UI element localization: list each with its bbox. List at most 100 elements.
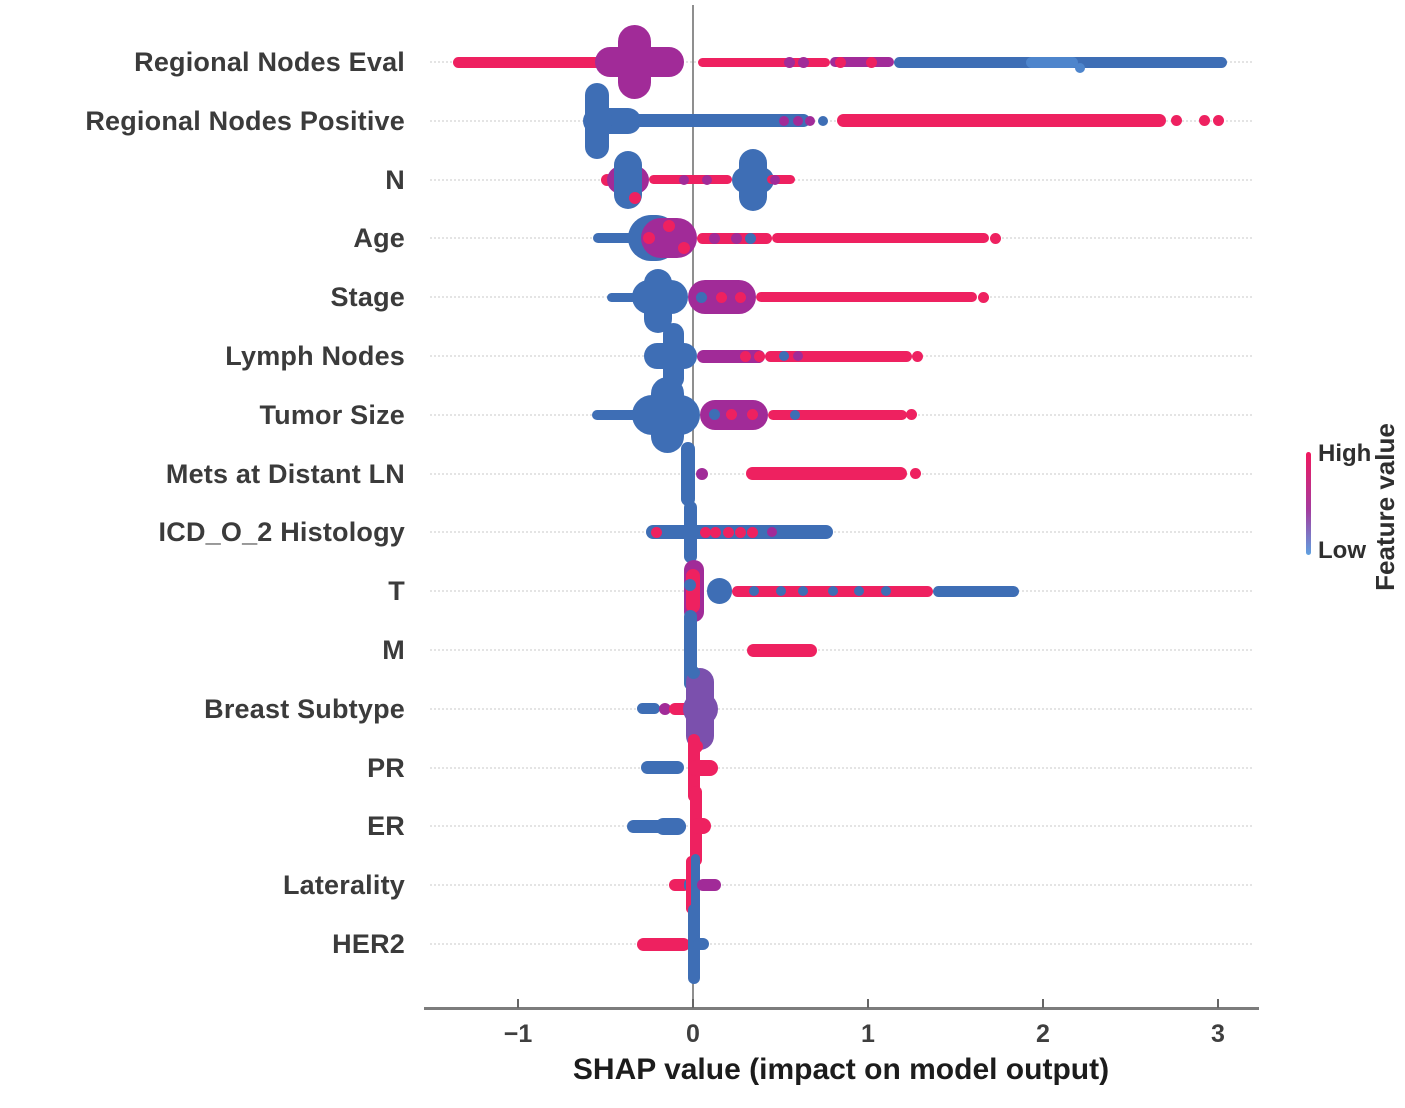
shap-cluster-segment [698, 57, 830, 67]
shap-point [906, 409, 918, 421]
row-guide [430, 943, 1252, 945]
shap-point [659, 702, 671, 715]
shap-cluster-segment [764, 350, 912, 362]
shap-point [754, 350, 765, 362]
shap-point [866, 56, 877, 68]
shap-point [779, 115, 789, 126]
shap-point [699, 526, 711, 538]
shap-point [747, 409, 758, 421]
shap-cluster-segment [680, 441, 695, 506]
shap-point [880, 586, 891, 597]
shap-point [779, 351, 789, 361]
shap-cluster-segment [607, 292, 637, 302]
shap-point [828, 586, 838, 597]
feature-label: N [385, 164, 405, 195]
shap-cluster-segment [747, 643, 818, 657]
shap-point [817, 115, 828, 126]
shap-point [708, 409, 720, 421]
feature-label: M [382, 635, 405, 665]
shap-cluster-segment [609, 114, 811, 128]
shap-cluster-segment [637, 703, 660, 715]
shap-cluster-segment [686, 569, 700, 614]
x-tick-mark [867, 999, 869, 1008]
shap-cluster-segment [691, 854, 700, 917]
shap-point [1198, 115, 1210, 127]
shap-point [766, 527, 777, 538]
shap-point [747, 526, 758, 538]
shap-point [679, 174, 690, 185]
shap-cluster-segment [738, 148, 767, 211]
shap-point [990, 232, 1002, 244]
feature-label: HER2 [332, 929, 405, 959]
shap-cluster-segment [617, 25, 651, 99]
shap-point [793, 351, 803, 361]
colorbar-gradient [1306, 452, 1311, 555]
shap-point [798, 586, 809, 597]
x-tick-label: 3 [1211, 1020, 1225, 1048]
shap-cluster-segment [768, 409, 907, 420]
shap-point [686, 666, 700, 680]
colorbar-title: Feature value [1370, 423, 1400, 591]
shap-point [702, 174, 712, 185]
shap-point [834, 56, 846, 68]
feature-label: ER [367, 811, 405, 842]
feature-label: Age [353, 223, 405, 254]
shap-point [695, 467, 708, 480]
shap-point [734, 526, 746, 538]
shap-point [797, 56, 809, 68]
shap-point [854, 586, 865, 597]
colorbar-low-label: Low [1318, 537, 1366, 564]
feature-label: Stage [330, 282, 405, 313]
shap-point [722, 526, 734, 538]
row-guide [430, 766, 1252, 769]
shap-cluster-segment [836, 114, 1166, 128]
shap-point [911, 350, 923, 362]
shap-cluster-segment [591, 409, 641, 420]
shap-point [710, 526, 722, 538]
shap-cluster-segment [593, 233, 641, 244]
colorbar-high-label: High [1318, 440, 1372, 467]
shap-point [696, 291, 708, 303]
shap-cluster-segment [932, 585, 1019, 597]
shap-point [740, 350, 751, 362]
shap-cluster-segment [771, 233, 989, 244]
feature-label: T [388, 576, 405, 607]
shap-point [734, 291, 746, 303]
shap-point [715, 291, 727, 303]
row-guide [430, 884, 1252, 887]
x-tick-mark [1042, 999, 1044, 1008]
shap-cluster-segment [651, 376, 685, 453]
shap-point [629, 191, 642, 204]
shap-cluster-segment [453, 56, 606, 68]
shap-point [749, 586, 760, 597]
feature-label: Lymph Nodes [225, 341, 405, 371]
shap-point [978, 291, 989, 303]
shap-point [731, 232, 743, 244]
shap-point [683, 579, 696, 592]
feature-label: PR [367, 752, 405, 783]
x-axis-title: SHAP value (impact on model output) [572, 1053, 1110, 1086]
row-guide [430, 531, 1252, 534]
x-tick-label: −1 [503, 1020, 533, 1048]
shap-point [662, 220, 675, 233]
shap-cluster-segment [663, 323, 685, 389]
x-tick-label: 2 [1036, 1020, 1050, 1048]
shap-point [1170, 115, 1182, 127]
shap-cluster-segment [687, 759, 718, 776]
shap-point [789, 409, 800, 420]
x-tick-label: 1 [861, 1020, 875, 1048]
row-guide [430, 825, 1252, 828]
shap-cluster-segment [696, 879, 721, 892]
x-tick-mark [692, 999, 694, 1008]
shap-point [708, 232, 720, 244]
row-guide [430, 707, 1252, 710]
row-guide [430, 649, 1252, 651]
shap-point [745, 232, 757, 244]
feature-label: Laterality [282, 870, 405, 901]
shap-point [678, 242, 691, 255]
shap-cluster-segment [644, 269, 672, 334]
shap-cluster-segment [693, 938, 709, 950]
feature-label: Tumor Size [259, 399, 405, 430]
x-tick-mark [517, 999, 519, 1008]
